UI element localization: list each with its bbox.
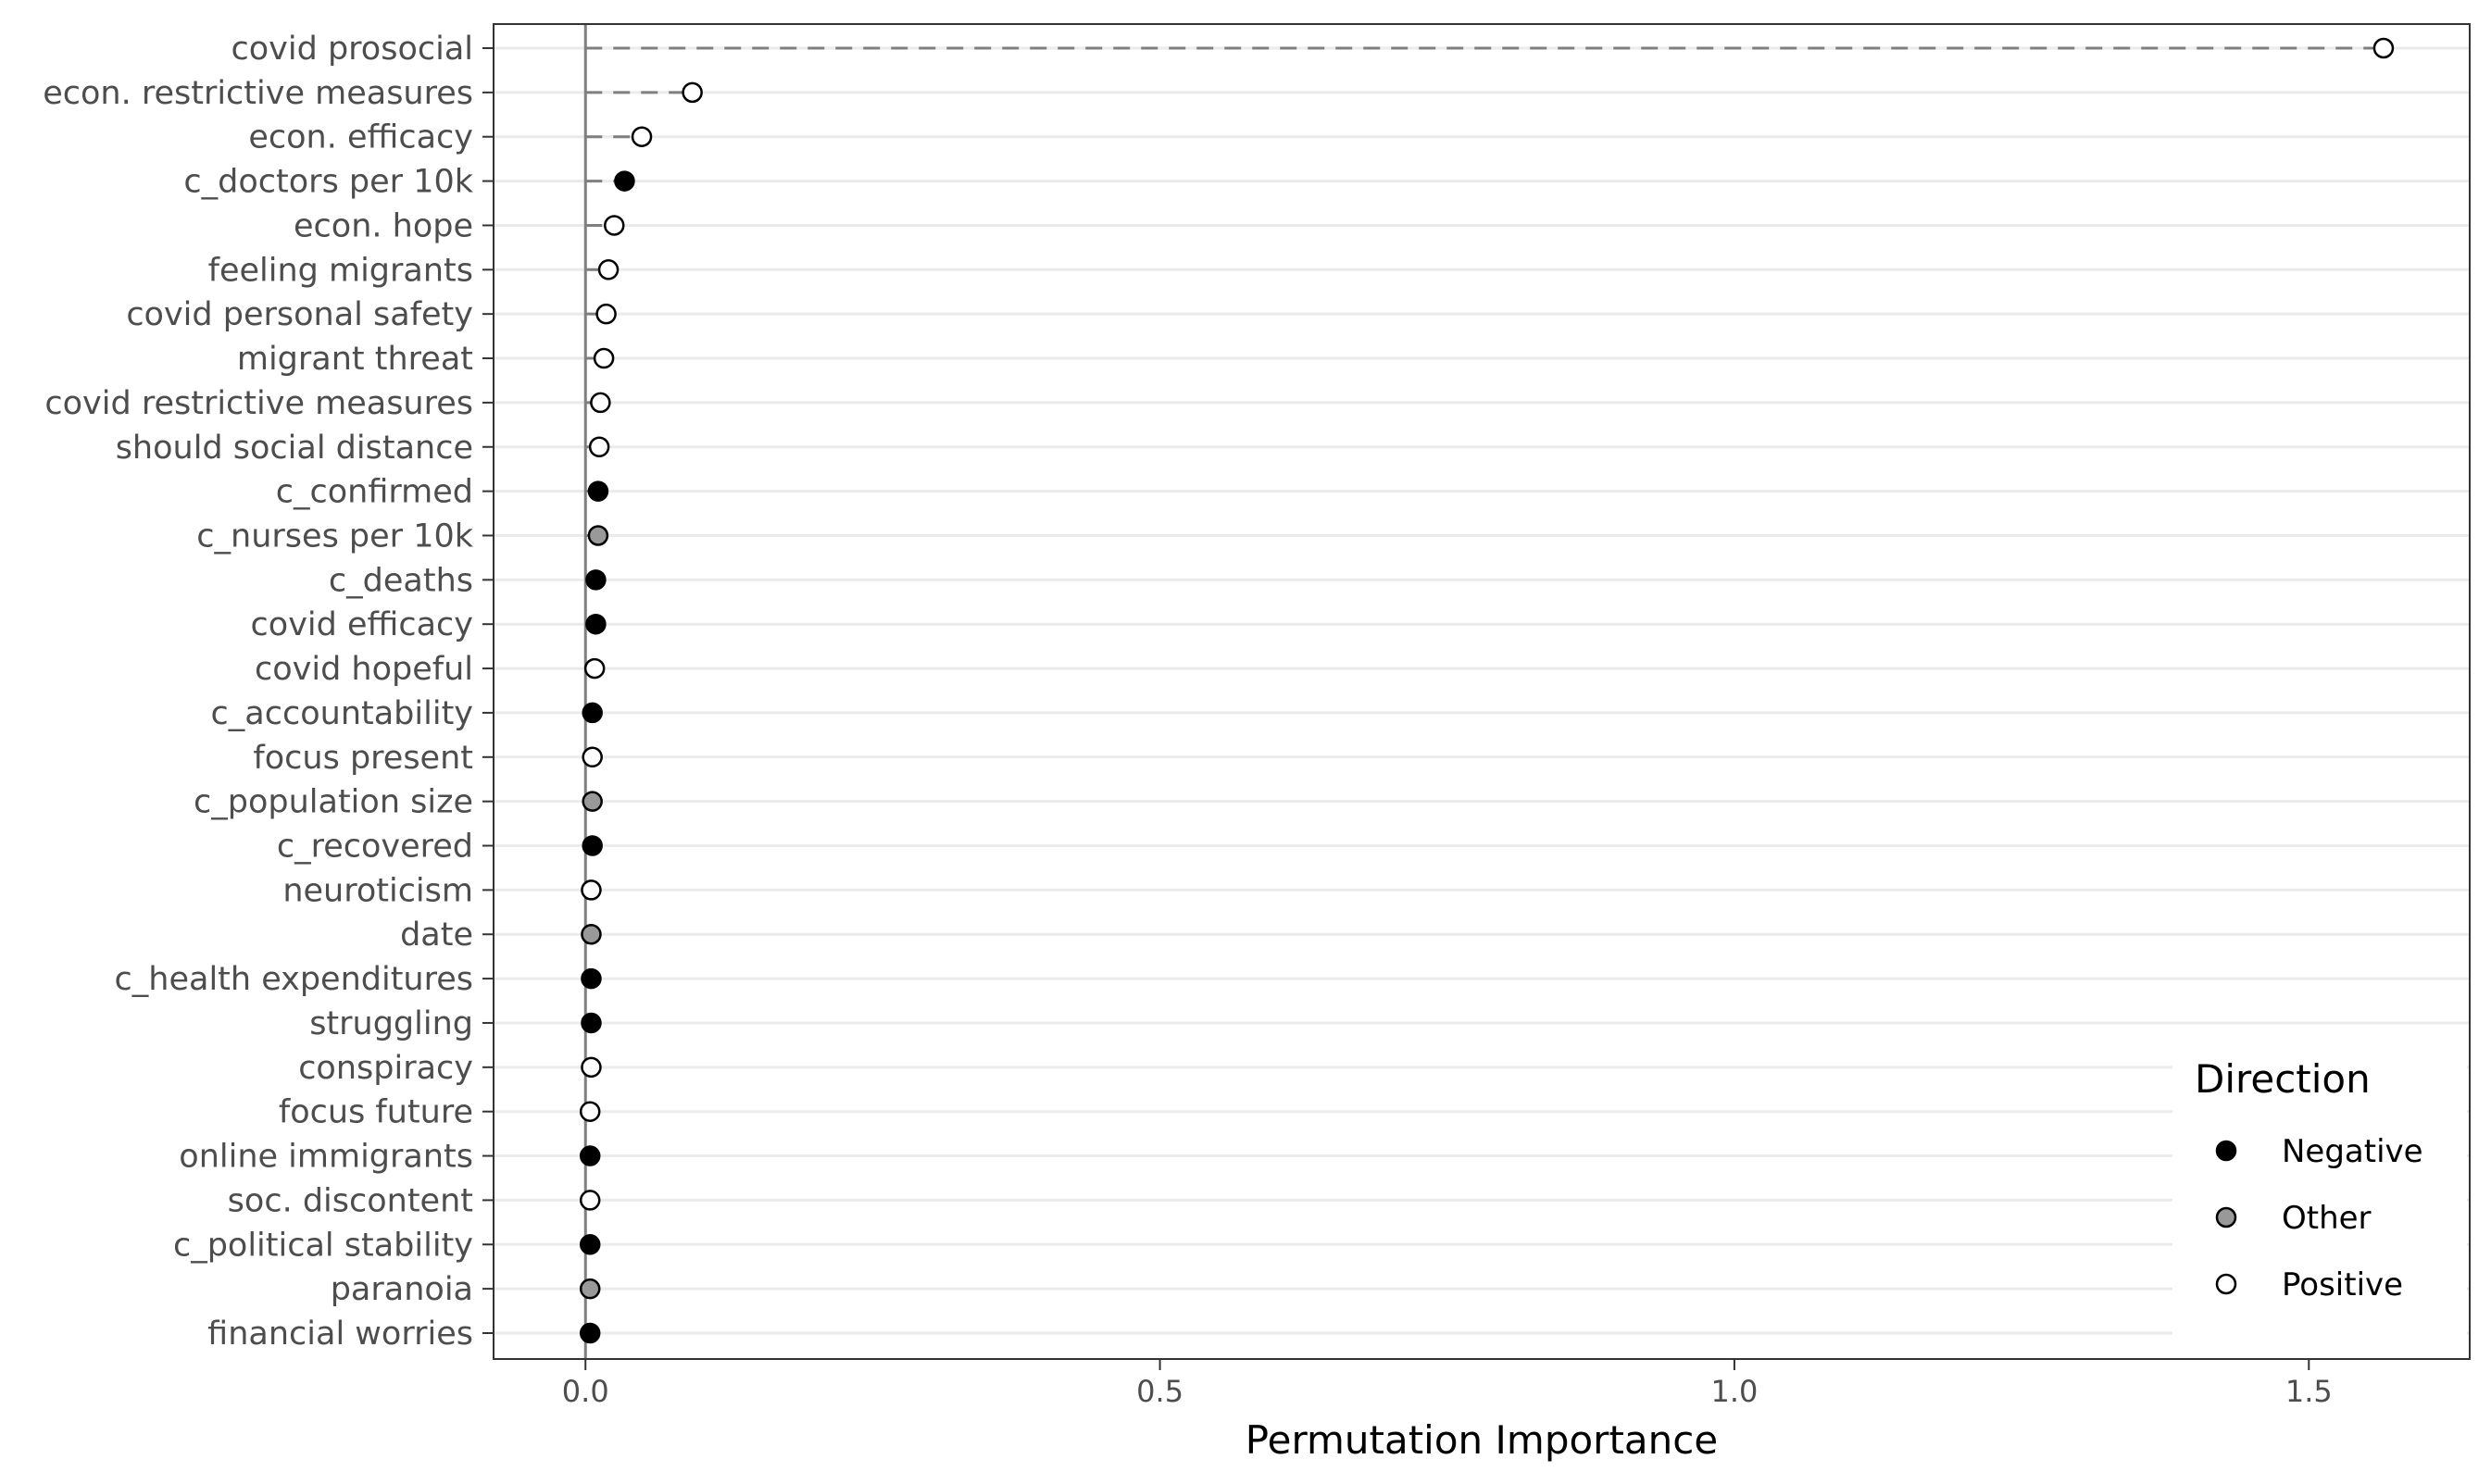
data-point <box>583 657 606 680</box>
legend: Direction Negative Other Positive <box>2172 1037 2467 1335</box>
legend-key-positive <box>2215 1273 2237 1295</box>
data-point <box>581 923 602 945</box>
data-point <box>581 1012 602 1034</box>
y-tick-label: covid hopeful <box>255 651 473 688</box>
y-tick-label: econ. efficacy <box>248 119 473 156</box>
y-tick-label: c_nurses per 10k <box>196 518 473 555</box>
y-tick-label: focus present <box>253 740 473 777</box>
data-point <box>2372 37 2395 59</box>
y-tick-label: covid personal safety <box>126 296 473 333</box>
data-point <box>579 1322 601 1344</box>
legend-key-negative <box>2215 1140 2237 1162</box>
data-point <box>582 791 603 812</box>
data-point <box>581 1056 602 1079</box>
y-tick-label: c_confirmed <box>276 474 473 511</box>
data-point <box>579 1190 601 1211</box>
legend-title: Direction <box>2195 1056 2371 1102</box>
y-tick-label: econ. hope <box>294 207 473 244</box>
y-tick-label: migrant threat <box>237 341 473 378</box>
y-tick-label: c_recovered <box>277 829 473 866</box>
y-tick-label: c_health expenditures <box>115 961 473 998</box>
legend-label-negative: Negative <box>2282 1133 2423 1170</box>
x-tick-label: 0.5 <box>1136 1374 1183 1409</box>
x-tick-label: 1.5 <box>2285 1374 2333 1409</box>
data-point <box>579 1234 601 1255</box>
data-point <box>579 1278 601 1300</box>
y-tick-label: date <box>400 917 473 954</box>
data-point <box>587 480 609 502</box>
y-tick-label: c_political stability <box>173 1227 473 1264</box>
grid-layer <box>494 46 2470 1335</box>
x-axis-title: Permutation Importance <box>1246 1417 1718 1463</box>
data-point <box>582 702 603 724</box>
y-tick-label: feeling migrants <box>208 252 473 289</box>
y-tick-label: conspiracy <box>298 1050 473 1087</box>
data-point <box>590 392 611 414</box>
data-point <box>579 1101 601 1122</box>
y-tick-label: covid prosocial <box>232 31 473 68</box>
data-point <box>682 81 703 104</box>
data-point <box>604 215 625 236</box>
data-point <box>581 879 602 901</box>
data-point <box>587 525 609 546</box>
data-point <box>588 436 610 458</box>
panel-border <box>493 23 2471 1360</box>
data-point <box>595 303 617 325</box>
y-tick-label: online immigrants <box>179 1139 473 1176</box>
data-point <box>585 569 607 591</box>
data-point <box>585 613 607 635</box>
y-tick-label: c_deaths <box>329 562 473 599</box>
y-tick-label: paranoia <box>331 1271 473 1308</box>
y-tick-label: c_population size <box>194 784 473 821</box>
data-point <box>614 170 635 192</box>
y-tick-label: c_doctors per 10k <box>183 164 473 201</box>
x-axis: 0.0 0.5 1.0 1.5 <box>562 1359 2333 1409</box>
legend-key-other <box>2215 1206 2237 1228</box>
y-tick-label: focus future <box>279 1094 473 1131</box>
points-layer <box>579 37 2395 1344</box>
data-point <box>593 347 615 369</box>
y-tick-label: c_accountability <box>211 695 473 732</box>
legend-label-positive: Positive <box>2282 1266 2403 1303</box>
data-point <box>631 126 653 147</box>
data-point <box>582 746 603 768</box>
x-tick-label: 1.0 <box>1711 1374 1759 1409</box>
y-tick-label: financial worries <box>207 1316 473 1353</box>
y-tick-label: struggling <box>309 1005 473 1042</box>
data-point <box>581 967 602 990</box>
data-point <box>582 835 603 856</box>
data-point <box>579 1145 601 1166</box>
y-axis-labels: covid prosocial econ. restrictive measure… <box>43 31 494 1353</box>
y-tick-label: soc. discontent <box>228 1182 473 1219</box>
legend-label-other: Other <box>2282 1200 2372 1237</box>
y-tick-label: should social distance <box>116 430 473 467</box>
y-tick-label: covid efficacy <box>251 606 473 643</box>
data-point <box>597 259 620 281</box>
x-tick-label: 0.0 <box>562 1374 609 1409</box>
y-tick-label: covid restrictive measures <box>44 385 473 422</box>
y-tick-label: neuroticism <box>282 872 473 909</box>
y-tick-label: econ. restrictive measures <box>43 75 473 112</box>
